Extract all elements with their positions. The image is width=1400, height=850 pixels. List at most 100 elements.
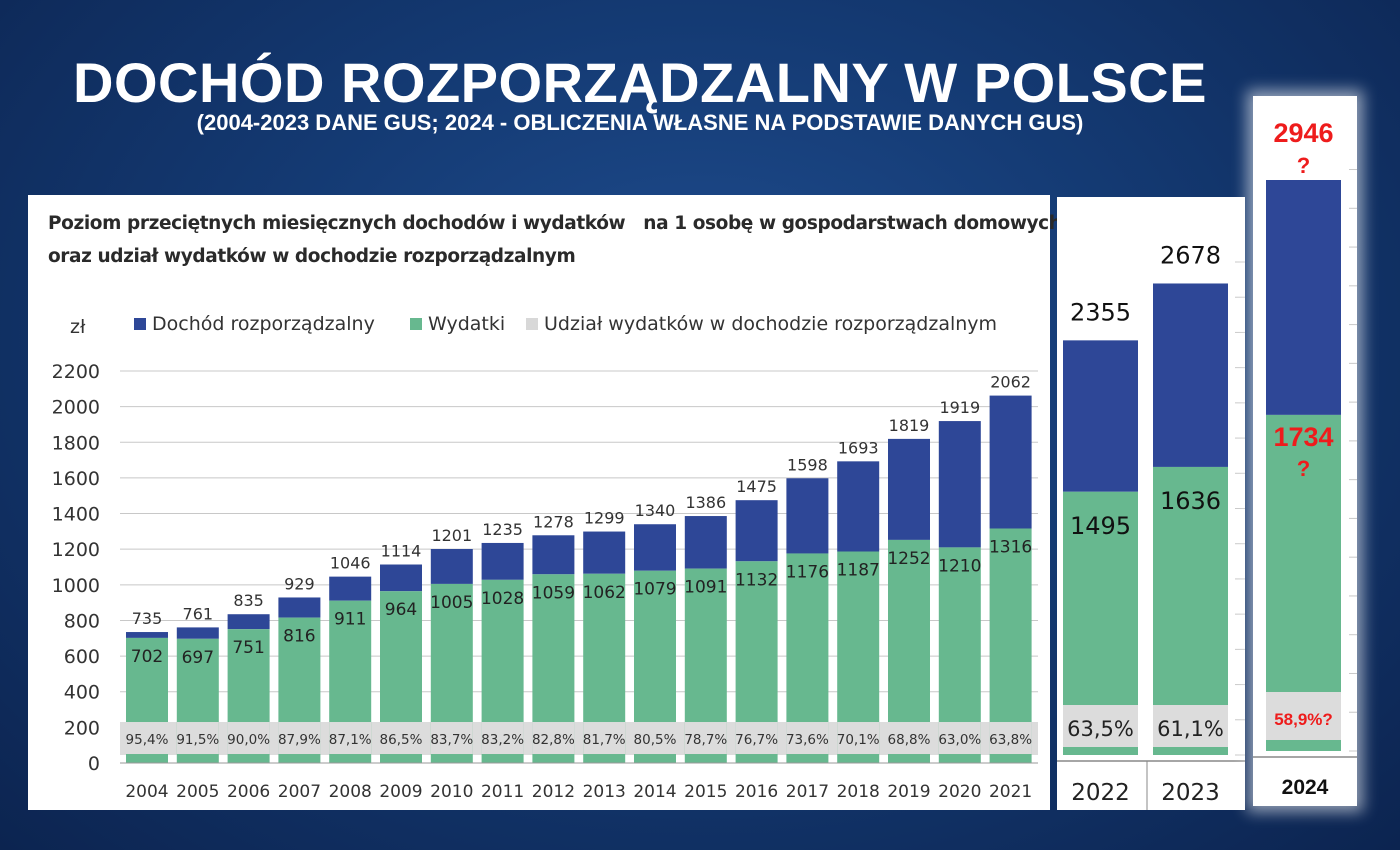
income-value-label: 1299 [584, 509, 625, 528]
y-tick-label: 1600 [52, 468, 100, 490]
income-value-label: 835 [233, 591, 264, 610]
income-value-label: 1598 [787, 455, 828, 474]
share-value-label: 81,7% [583, 732, 626, 748]
x-tick-label: 2023 [1161, 780, 1220, 806]
bar-income [126, 632, 168, 638]
x-tick-label: 2016 [735, 782, 778, 802]
bar-income [430, 549, 473, 584]
bar-income [278, 597, 321, 618]
legend-swatch-share [526, 318, 538, 330]
share-value-label: 83,7% [430, 732, 473, 748]
x-tick-label: 2019 [887, 782, 930, 802]
income-value-label: 761 [183, 604, 214, 623]
share-value-label: 58,9%? [1274, 710, 1333, 729]
legend-swatch-income [134, 318, 146, 330]
bar-share-overlay [888, 722, 930, 755]
page-title: DOCHÓD ROZPORZĄDZALNY W POLSCE [73, 51, 1207, 114]
legend-swatch-expenses [410, 318, 422, 330]
income-value-label: 1693 [838, 438, 879, 457]
bar-share-overlay [583, 722, 626, 755]
bar-share-overlay [634, 722, 676, 755]
x-tick-label: 2020 [938, 782, 981, 802]
x-tick-label: 2006 [227, 782, 270, 802]
expenses-value-label: 1734 [1273, 422, 1333, 452]
x-tick-label: 2022 [1071, 780, 1130, 806]
expenses-value-label: 1091 [684, 578, 727, 598]
income-value-label: 1475 [736, 477, 777, 496]
expenses-value-label: 751 [232, 638, 264, 658]
x-tick-label: 2008 [329, 782, 372, 802]
bar-income [684, 516, 727, 569]
bar-income [1153, 283, 1228, 467]
bar-income [938, 421, 981, 548]
bar-income [583, 531, 626, 574]
legend-label-income: Dochód rozporządzalny [152, 313, 375, 335]
y-tick-label: 1400 [52, 504, 100, 526]
share-value-label: 80,5% [634, 732, 677, 748]
income-value-label: 1114 [381, 542, 422, 561]
income-value-label: 1386 [685, 493, 726, 512]
expenses-value-label: 1132 [735, 570, 778, 590]
x-tick-label: 2009 [379, 782, 422, 802]
bar-income [888, 438, 930, 540]
bar-income [227, 614, 270, 630]
income-value-label: 1235 [482, 520, 523, 539]
income-value-label: 929 [284, 574, 315, 593]
legend-label-share: Udział wydatków w dochodzie rozporządzal… [544, 313, 998, 335]
bar-share-overlay [938, 722, 981, 755]
income-value-label: 1046 [330, 554, 371, 573]
share-value-label: 63,0% [938, 732, 981, 748]
income-value-label: 735 [132, 609, 163, 628]
x-tick-label: 2005 [176, 782, 219, 802]
x-tick-label: 2013 [583, 782, 626, 802]
bar-share-overlay [329, 722, 372, 755]
chart-title-line1: Poziom przeciętnych miesięcznych dochodó… [48, 213, 1062, 234]
expenses-value-label: 1187 [837, 560, 880, 580]
legend-item-income: Dochód rozporządzalny [134, 313, 375, 335]
y-tick-label: 0 [88, 753, 100, 775]
y-tick-label: 2200 [52, 361, 100, 383]
x-tick-label: 2010 [430, 782, 473, 802]
income-value-label: 1340 [635, 501, 676, 520]
expenses-value-label: 964 [385, 600, 417, 620]
expenses-value-label: 911 [334, 610, 366, 630]
bar-share-overlay [989, 722, 1032, 755]
y-tick-label: 1200 [52, 539, 100, 561]
expenses-value-label: 1059 [532, 583, 575, 603]
share-value-label: 87,1% [329, 732, 372, 748]
expenses-value-label: 1028 [481, 589, 524, 609]
y-tick-label: 200 [64, 717, 100, 739]
bar-income [176, 627, 219, 639]
expenses-value-label: 1079 [633, 580, 676, 600]
legend-item-share: Udział wydatków w dochodzie rozporządzal… [526, 313, 997, 335]
share-band [120, 722, 1038, 755]
share-value-label: 82,8% [532, 732, 575, 748]
expenses-value-label: 697 [182, 648, 214, 668]
expenses-value-label: 816 [283, 627, 315, 647]
x-tick-label: 2015 [684, 782, 727, 802]
y-tick-label: 2000 [52, 397, 100, 419]
expenses-value-label: 1005 [430, 593, 473, 613]
bar-share-overlay [532, 722, 575, 755]
main-chart-svg: zł 0 200 400 600 800 1000 1200 1400 1600 1800 2000 2… [52, 316, 1038, 802]
expenses-value-label: 702 [131, 647, 163, 667]
expenses-value-label: 1316 [989, 538, 1032, 558]
bar-share-overlay [227, 722, 270, 755]
income-value-label: 2355 [1070, 298, 1131, 326]
income-value-label: 2062 [990, 373, 1031, 392]
income-value-label: 1201 [431, 526, 472, 545]
bar-income [481, 542, 524, 580]
x-tick-label: 2017 [786, 782, 829, 802]
income-value-label: 2946 [1273, 118, 1333, 148]
x-tick-label: 2024 [1282, 776, 1329, 799]
share-value-label: 61,1% [1157, 717, 1224, 741]
bar-share-overlay [126, 722, 168, 755]
expenses-value-label: 1210 [938, 556, 981, 576]
bar-income [1063, 340, 1138, 492]
y-tick-label: 600 [64, 646, 100, 668]
bar-share-overlay [735, 722, 778, 755]
main-chart-panel: Poziom przeciętnych miesięcznych dochodó… [28, 195, 1062, 810]
bar-income [989, 395, 1032, 529]
chart-title-line2: oraz udział wydatków w dochodzie rozporz… [48, 246, 576, 267]
bar-income [329, 576, 372, 601]
